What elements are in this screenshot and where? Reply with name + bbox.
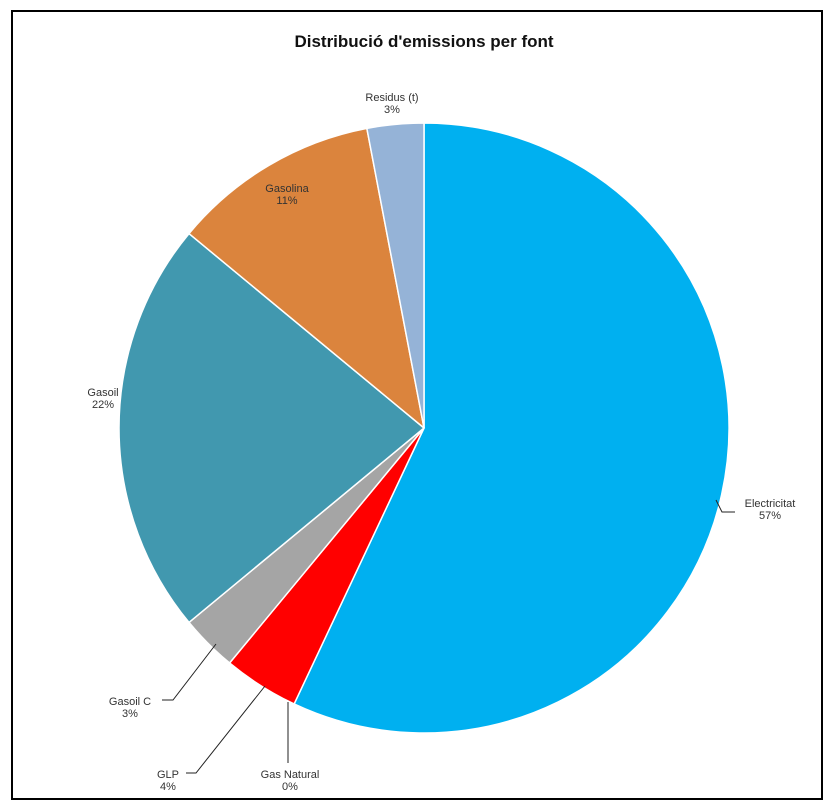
slice-value-gasolina: 11% bbox=[276, 195, 297, 207]
leader-line-glp bbox=[186, 685, 266, 774]
pie-slice-electricitat bbox=[293, 122, 730, 734]
pie-slices bbox=[118, 122, 730, 734]
slice-label-gasoil-c: Gasoil C bbox=[109, 696, 151, 708]
slice-label-glp: GLP bbox=[157, 769, 179, 781]
slice-value-residus-t: 3% bbox=[384, 104, 400, 116]
leader-lines bbox=[162, 499, 735, 774]
slice-label-gasolina: Gasolina bbox=[265, 183, 309, 195]
chart-title: Distribució d'emissions per font bbox=[294, 32, 553, 51]
slice-value-gas-natural: 0% bbox=[282, 781, 298, 793]
slice-value-gasoil: 22% bbox=[92, 399, 114, 411]
slice-label-electricitat: Electricitat bbox=[745, 498, 796, 510]
slice-label-gas-natural: Gas Natural bbox=[261, 769, 320, 781]
pie-slice-gasolina bbox=[188, 127, 425, 429]
leader-line-gasoil-c bbox=[162, 643, 217, 701]
leader-line-electricitat bbox=[715, 499, 735, 513]
pie-slice-gasoil bbox=[118, 232, 425, 624]
slice-label-residus-t: Residus (t) bbox=[365, 92, 418, 104]
slice-value-glp: 4% bbox=[160, 781, 176, 793]
slice-label-gasoil: Gasoil bbox=[87, 387, 118, 399]
slice-value-electricitat: 57% bbox=[759, 510, 781, 522]
slice-value-gasoil-c: 3% bbox=[122, 708, 138, 720]
pie-slice-residus-t bbox=[366, 122, 425, 429]
